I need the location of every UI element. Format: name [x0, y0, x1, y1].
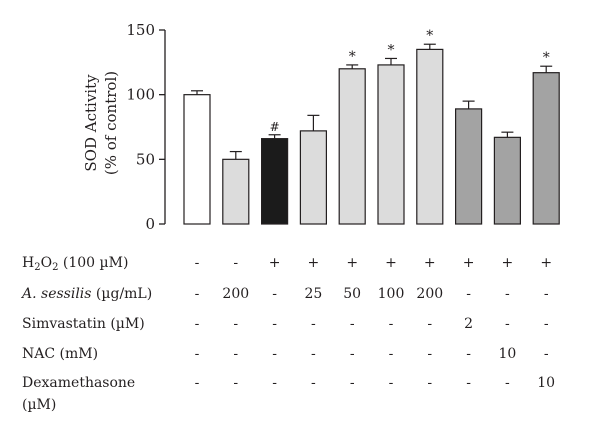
- table-cell: -: [388, 316, 394, 332]
- bar: [532, 72, 560, 225]
- table-cell: 200: [416, 286, 444, 302]
- row-label-nac: NAC (mM): [22, 346, 99, 362]
- y-tick-label: 100: [126, 86, 155, 104]
- row-label-dexamethasone: Dexamethasone: [22, 375, 136, 391]
- table-row-dexamethasone-line2: (µM): [0, 395, 600, 417]
- table-cell: +: [307, 255, 320, 271]
- table-cell: -: [311, 316, 316, 332]
- table-cell: -: [349, 346, 355, 362]
- table-cell: -: [466, 286, 471, 302]
- table-cell: +: [501, 255, 514, 271]
- table-cell: +: [346, 255, 359, 271]
- bar: [261, 138, 289, 225]
- table-cell: -: [272, 286, 277, 302]
- table-cell: 200: [222, 286, 250, 302]
- table-cell: -: [272, 375, 277, 391]
- table-cell: +: [540, 255, 553, 271]
- table-cell: -: [427, 375, 433, 391]
- table-row-h2o2: H2O2 (100 µM) - - + + + + + + + +: [0, 253, 600, 275]
- table-cell: -: [311, 375, 316, 391]
- bar: [377, 64, 405, 225]
- table-cell: -: [505, 316, 510, 332]
- bar: [338, 68, 366, 225]
- table-cell: -: [349, 375, 355, 391]
- row-label-h2o2: H2O2 (100 µM): [22, 255, 129, 273]
- table-row-simvastatin: Simvastatin (µM) - - - - - - - 2 - -: [0, 314, 600, 336]
- table-cell: 25: [304, 286, 323, 302]
- bar: [455, 108, 483, 225]
- bar: [416, 48, 444, 225]
- table-cell: 2: [464, 316, 474, 332]
- table-cell: -: [194, 286, 200, 302]
- y-axis: 0 50 100 150: [126, 21, 166, 233]
- table-cell: +: [423, 255, 436, 271]
- row-label-simvastatin: Simvastatin (µM): [22, 316, 145, 332]
- row-label-a-sessilis: A. sessilis (µg/mL): [22, 286, 153, 302]
- table-cell: -: [349, 316, 355, 332]
- table-cell: -: [233, 255, 239, 271]
- table-cell: -: [388, 346, 394, 362]
- table-cell: -: [233, 375, 239, 391]
- bar: [183, 94, 211, 225]
- table-cell: -: [272, 346, 277, 362]
- table-row-nac: NAC (mM) - - - - - - - - 10 -: [0, 344, 600, 366]
- significance-mark: *: [543, 50, 550, 66]
- y-axis-label-line1: SOD Activity: [82, 74, 100, 172]
- y-tick-label: 0: [145, 215, 155, 233]
- row-label-dexamethasone-unit: (µM): [22, 397, 57, 413]
- y-tick-label: 150: [126, 21, 155, 39]
- table-cell: +: [462, 255, 475, 271]
- table-row-a-sessilis: A. sessilis (µg/mL) - 200 - 25 50 100 200 - - -: [0, 284, 600, 306]
- significance-mark: *: [349, 49, 356, 65]
- table-cell: -: [466, 346, 471, 362]
- bar: [493, 136, 521, 225]
- table-cell: -: [543, 316, 549, 332]
- table-cell: +: [385, 255, 397, 271]
- table-row-dexamethasone: Dexamethasone - - - - - - - - - 10: [0, 373, 600, 395]
- table-cell: -: [311, 346, 316, 362]
- table-cell: -: [543, 346, 549, 362]
- significance-mark: *: [426, 28, 433, 44]
- table-cell: -: [194, 316, 200, 332]
- table-cell: -: [505, 286, 510, 302]
- table-cell: 50: [343, 286, 362, 302]
- table-cell: 10: [537, 375, 556, 391]
- table-cell: -: [194, 375, 200, 391]
- table-cell: -: [388, 375, 394, 391]
- sod-bar-chart: 0 50 100 150 # * * * * SOD Activity (% of contr…: [82, 21, 560, 233]
- table-cell: -: [427, 316, 433, 332]
- bar: [299, 130, 327, 225]
- table-cell: -: [272, 316, 277, 332]
- table-cell: -: [233, 346, 239, 362]
- table-cell: -: [505, 375, 510, 391]
- table-cell: -: [194, 346, 200, 362]
- significance-mark: *: [388, 42, 395, 58]
- table-cell: -: [466, 375, 471, 391]
- table-cell: -: [427, 346, 433, 362]
- table-cell: -: [194, 255, 200, 271]
- y-axis-label-line2: (% of control): [102, 71, 120, 175]
- table-cell: -: [233, 316, 239, 332]
- y-tick-label: 50: [136, 150, 155, 168]
- table-cell: 10: [498, 346, 517, 362]
- table-cell: +: [268, 255, 281, 271]
- bar: [222, 158, 250, 225]
- bars: # * * * *: [183, 28, 560, 225]
- table-cell: -: [543, 286, 549, 302]
- table-cell: 100: [377, 286, 405, 302]
- significance-mark: #: [270, 120, 280, 134]
